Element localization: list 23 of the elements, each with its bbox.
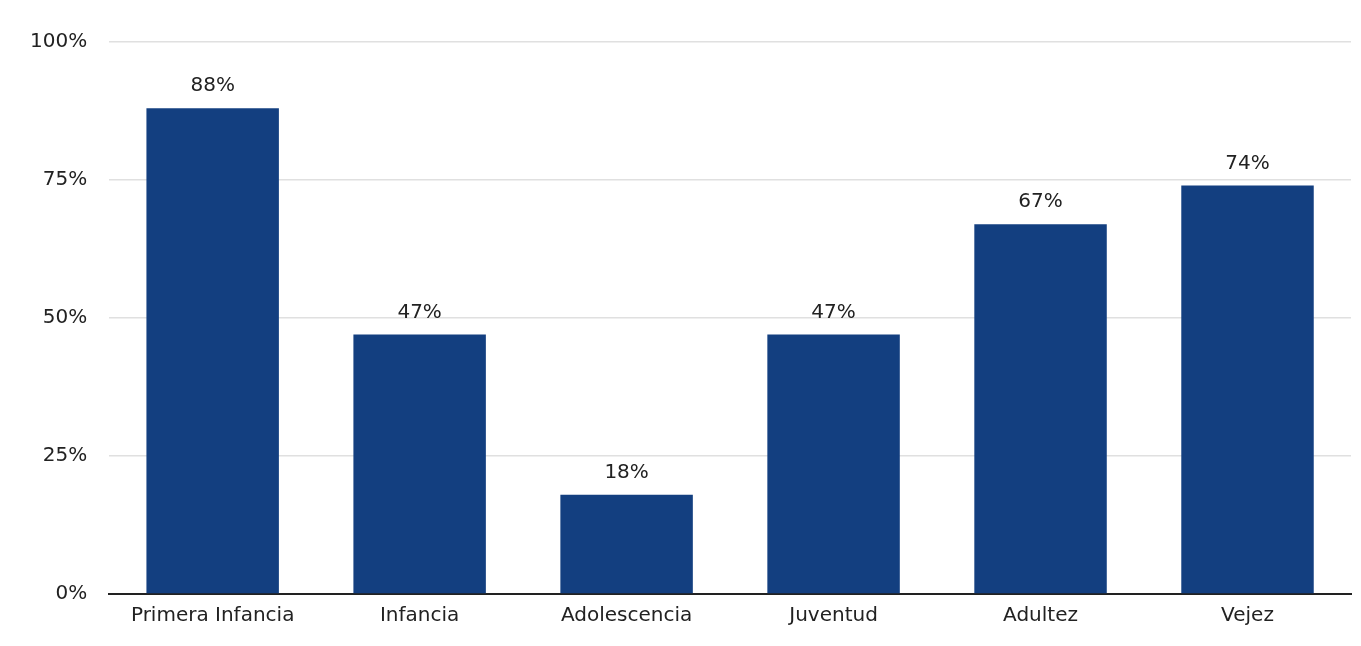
- x-tick-label: Primera Infancia: [130, 602, 295, 627]
- x-tick-label: Adolescencia: [560, 602, 693, 627]
- y-tick-label: 25%: [42, 442, 88, 467]
- bar: [353, 334, 486, 594]
- bar: [1181, 185, 1314, 594]
- data-label: 88%: [190, 72, 235, 97]
- x-tick-label: Juventud: [787, 602, 878, 627]
- y-tick-label: 0%: [55, 580, 88, 605]
- x-tick-label: Adultez: [1003, 602, 1078, 627]
- x-tick-label: Vejez: [1221, 602, 1274, 627]
- y-tick-label: 75%: [42, 166, 88, 191]
- data-label: 67%: [1018, 188, 1063, 213]
- x-tick-label: Infancia: [379, 602, 460, 627]
- bar: [767, 334, 900, 594]
- bar: [560, 494, 693, 594]
- data-label: 18%: [604, 458, 649, 483]
- bar: [146, 108, 279, 594]
- data-label: 47%: [397, 298, 442, 323]
- y-tick-label: 100%: [29, 28, 88, 53]
- data-label: 47%: [811, 298, 856, 323]
- y-tick-label: 50%: [42, 304, 88, 329]
- data-label: 74%: [1225, 149, 1270, 174]
- bar: [974, 224, 1107, 594]
